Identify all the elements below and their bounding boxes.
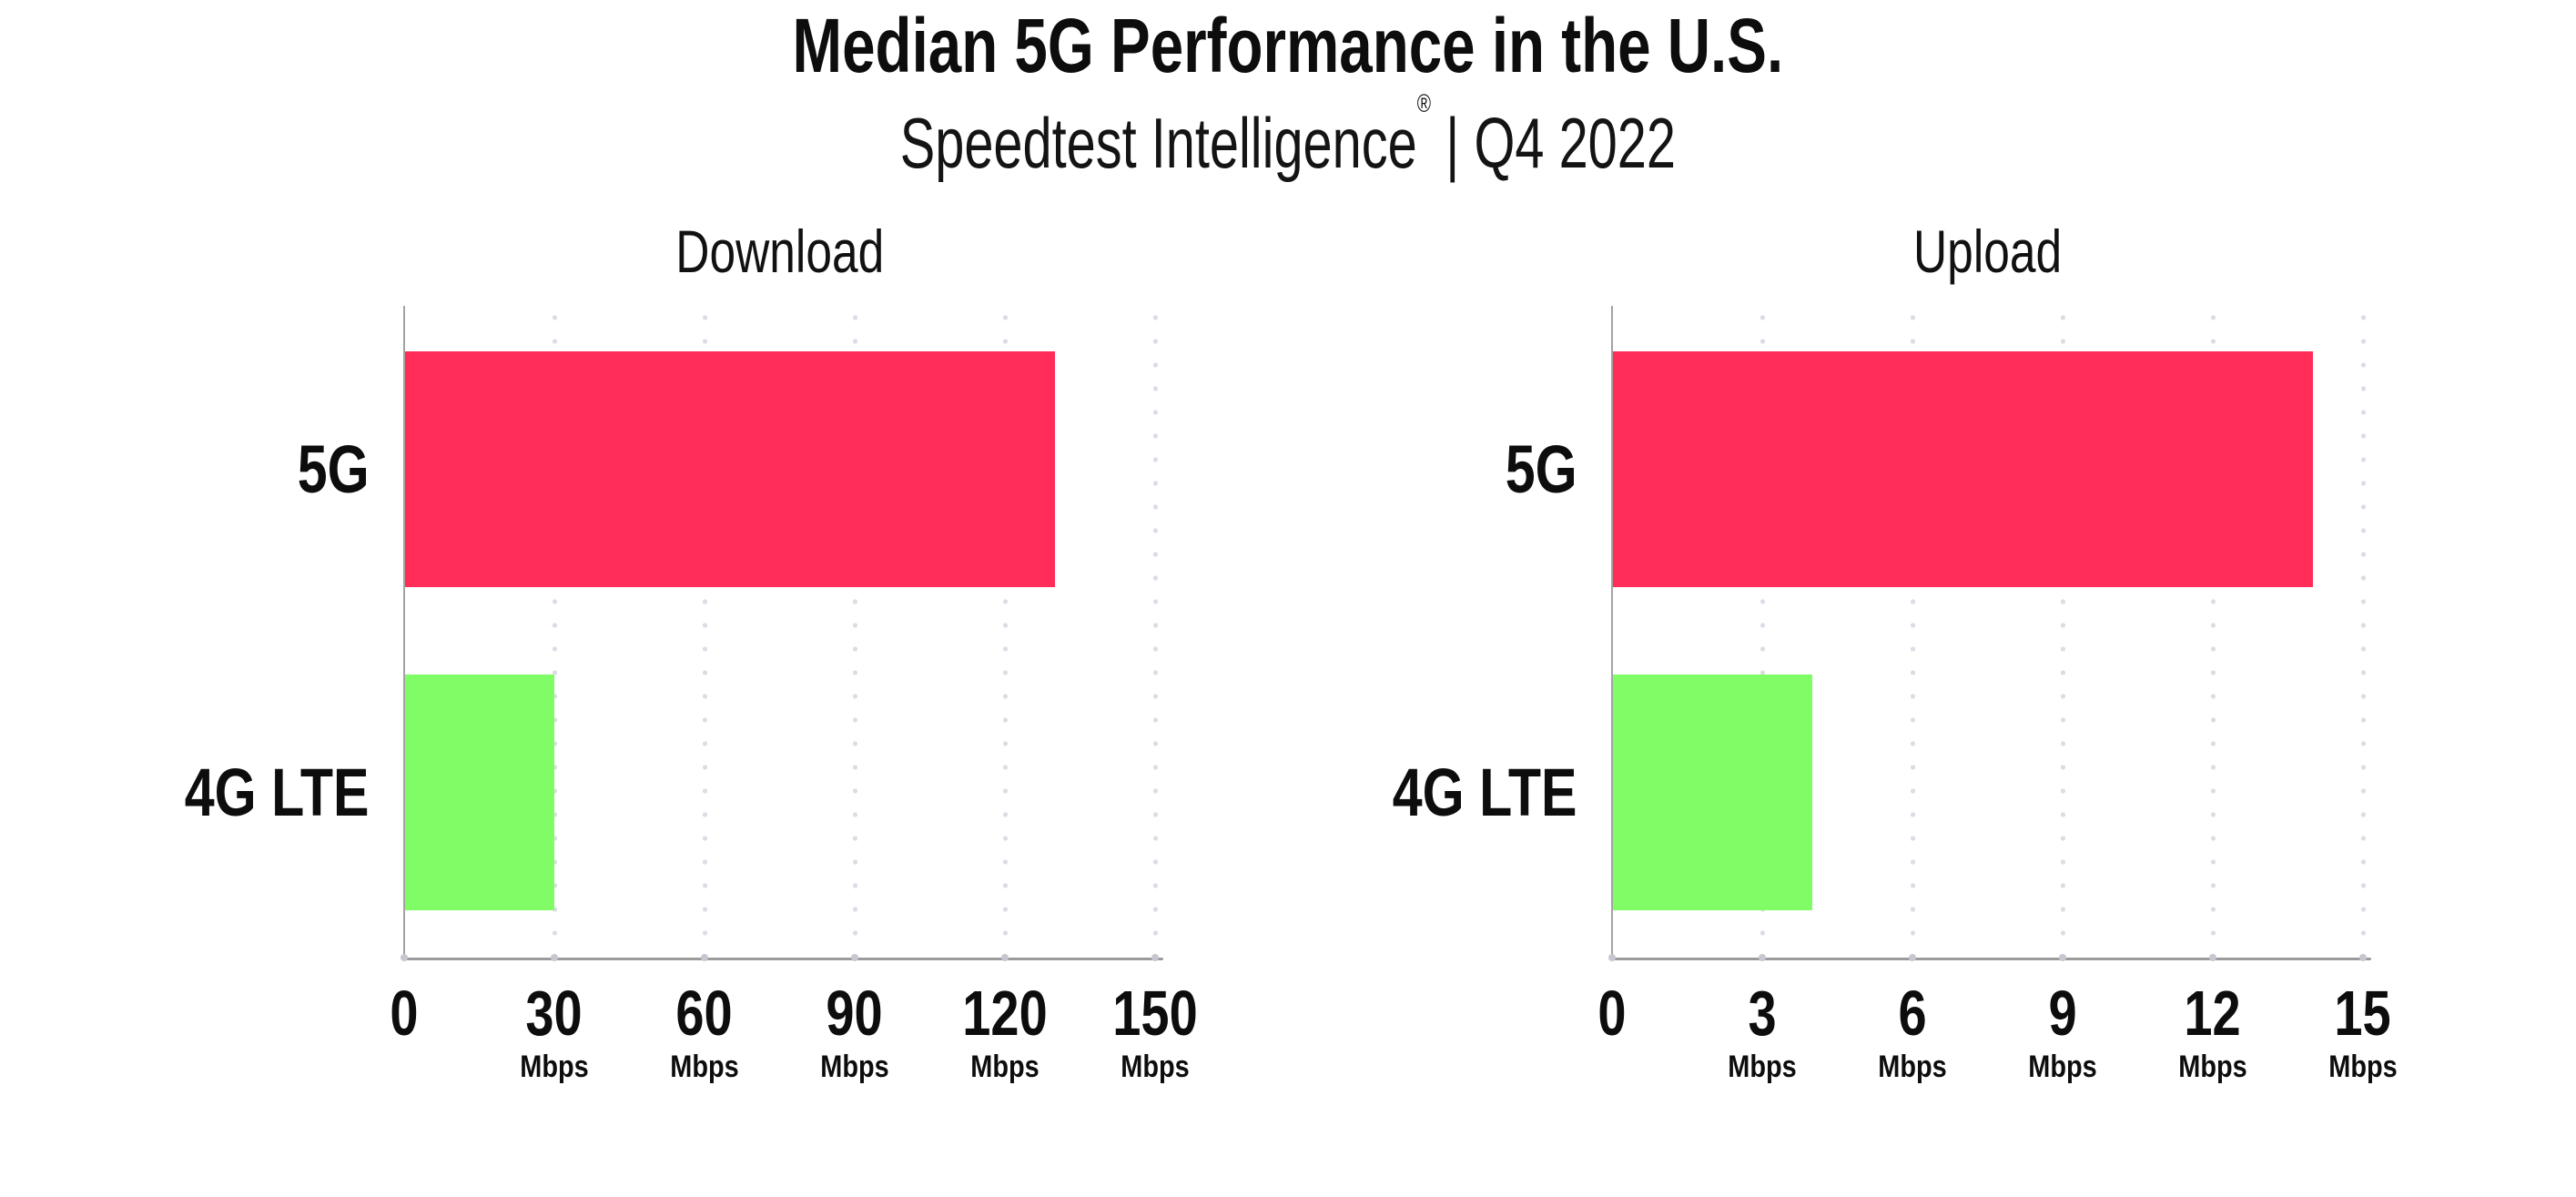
chart-upload: Upload 0 3 Mbps 6 Mbps 9 Mbps 12 Mbps 15 Mbps 5G 4G … <box>1319 209 2448 1101</box>
gridline-15 <box>2360 306 2366 959</box>
x-tick-unit: Mbps <box>1878 1050 1947 1084</box>
x-tick-label-0: 0 <box>1595 981 1630 1045</box>
gridline-30 <box>552 306 557 959</box>
bar-5g <box>1612 351 2313 587</box>
x-tick-number: 90 <box>826 978 884 1049</box>
category-label-4g-lte: 4G LTE <box>1393 754 1577 830</box>
axis-tick-dot-30 <box>551 954 558 961</box>
x-tick-label-30: 30 Mbps <box>514 981 595 1083</box>
x-tick-number: 9 <box>2048 978 2077 1049</box>
x-tick-number: 0 <box>1597 978 1627 1049</box>
x-tick-label-3: 3 Mbps <box>1722 981 1803 1083</box>
x-tick-number: 12 <box>2184 978 2242 1049</box>
x-tick-number: 0 <box>390 978 419 1049</box>
x-axis-line <box>1610 958 2371 960</box>
gridline-6 <box>1910 306 1915 959</box>
plot-area-upload <box>1608 306 2371 961</box>
x-tick-unit: Mbps <box>520 1050 589 1084</box>
gridline-9 <box>2060 306 2065 959</box>
gridline-12 <box>2210 306 2216 959</box>
x-tick-label-60: 60 Mbps <box>664 981 745 1083</box>
gridline-90 <box>852 306 857 959</box>
plot-area-download <box>401 306 1163 961</box>
x-tick-number: 3 <box>1748 978 1777 1049</box>
gridline-120 <box>1002 306 1008 959</box>
x-tick-number: 15 <box>2334 978 2392 1049</box>
axis-tick-dot-9 <box>2059 954 2066 961</box>
axis-tick-dot-0 <box>401 954 408 961</box>
x-tick-number: 30 <box>525 978 583 1049</box>
axis-tick-dot-0 <box>1608 954 1616 961</box>
chart-title-download: Download <box>675 218 885 285</box>
x-tick-unit: Mbps <box>2178 1050 2247 1084</box>
page-title: Median 5G Performance in the U.S. <box>792 3 1784 88</box>
subtitle-registered-mark: ® <box>1416 89 1432 117</box>
x-tick-label-120: 120 Mbps <box>952 981 1059 1083</box>
y-axis-line <box>403 306 405 959</box>
gridline-60 <box>702 306 707 959</box>
footer: SPEEDTEST® OOKLA® <box>0 1133 2576 1197</box>
bar-4g-lte <box>404 675 554 910</box>
x-tick-unit: Mbps <box>2028 1050 2097 1084</box>
x-tick-unit: Mbps <box>820 1050 889 1084</box>
x-tick-unit: Mbps <box>1121 1050 1190 1084</box>
axis-tick-dot-12 <box>2209 954 2216 961</box>
x-axis-line <box>402 958 1163 960</box>
gridline-3 <box>1760 306 1765 959</box>
chart-title-upload: Upload <box>1913 218 2063 285</box>
gridline-150 <box>1152 306 1158 959</box>
chart-download: Download 0 30 Mbps 60 Mbps 90 Mbps 120 Mbps 150 Mb… <box>111 209 1240 1101</box>
x-tick-unit: Mbps <box>1728 1050 1797 1084</box>
x-tick-label-90: 90 Mbps <box>815 981 896 1083</box>
subtitle-brand: Speedtest Intelligence <box>899 103 1417 183</box>
x-tick-label-0: 0 <box>387 981 422 1045</box>
axis-tick-dot-90 <box>851 954 858 961</box>
category-label-4g-lte: 4G LTE <box>185 754 370 830</box>
subtitle-period: Q4 2022 <box>1474 103 1677 183</box>
x-tick-unit: Mbps <box>670 1050 739 1084</box>
axis-tick-dot-15 <box>2359 954 2367 961</box>
x-tick-number: 60 <box>675 978 734 1049</box>
x-tick-label-150: 150 Mbps <box>1102 981 1209 1083</box>
x-tick-unit: Mbps <box>2328 1050 2398 1084</box>
axis-tick-dot-3 <box>1759 954 1766 961</box>
category-label-5g: 5G <box>298 431 370 507</box>
axis-tick-dot-6 <box>1909 954 1916 961</box>
x-tick-label-6: 6 Mbps <box>1872 981 1953 1083</box>
y-axis-line <box>1611 306 1613 959</box>
page-subtitle: Speedtest Intelligence® | Q4 2022 <box>0 89 2576 187</box>
x-tick-label-15: 15 Mbps <box>2323 981 2404 1083</box>
bar-4g-lte <box>1612 675 1812 910</box>
bar-5g <box>404 351 1055 587</box>
category-label-5g: 5G <box>1506 431 1577 507</box>
subtitle-separator: | <box>1445 103 1460 183</box>
axis-tick-dot-150 <box>1151 954 1159 961</box>
x-tick-number: 150 <box>1112 978 1198 1049</box>
x-tick-unit: Mbps <box>970 1050 1040 1084</box>
x-tick-number: 6 <box>1898 978 1927 1049</box>
axis-tick-dot-60 <box>701 954 708 961</box>
x-tick-label-12: 12 Mbps <box>2173 981 2254 1083</box>
x-tick-number: 120 <box>962 978 1048 1049</box>
axis-tick-dot-120 <box>1001 954 1009 961</box>
x-tick-label-9: 9 Mbps <box>2023 981 2104 1083</box>
